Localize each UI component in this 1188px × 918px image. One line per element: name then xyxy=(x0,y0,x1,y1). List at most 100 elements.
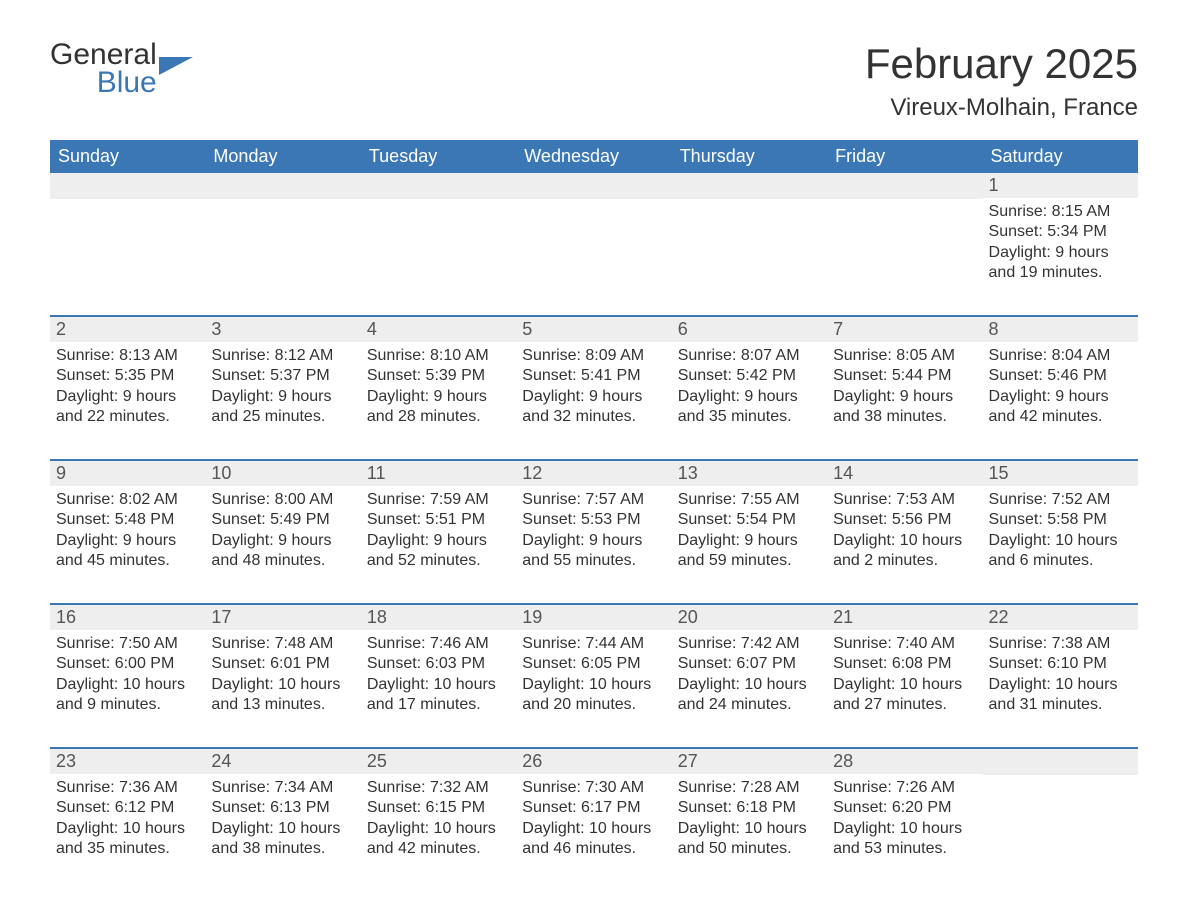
day-content: Sunrise: 7:50 AMSunset: 6:00 PMDaylight:… xyxy=(50,630,205,724)
week-row: 16Sunrise: 7:50 AMSunset: 6:00 PMDayligh… xyxy=(50,603,1138,733)
sunset-text: Sunset: 6:05 PM xyxy=(522,654,665,674)
daylight-text: Daylight: 10 hours and 38 minutes. xyxy=(211,819,354,860)
day-cell xyxy=(50,173,205,301)
day-number: 10 xyxy=(205,461,360,486)
day-cell: 21Sunrise: 7:40 AMSunset: 6:08 PMDayligh… xyxy=(827,605,982,733)
logo-text-block: General Blue xyxy=(50,40,157,98)
day-number: 12 xyxy=(516,461,671,486)
month-title: February 2025 xyxy=(865,40,1138,88)
sunset-text: Sunset: 6:08 PM xyxy=(833,654,976,674)
day-number: 3 xyxy=(205,317,360,342)
day-number: 25 xyxy=(361,749,516,774)
sunrise-text: Sunrise: 7:42 AM xyxy=(678,634,821,654)
week-gap xyxy=(50,589,1138,603)
day-number: 11 xyxy=(361,461,516,486)
weekday-header: Thursday xyxy=(672,140,827,173)
day-number: 17 xyxy=(205,605,360,630)
day-number: 22 xyxy=(983,605,1138,630)
sunset-text: Sunset: 5:58 PM xyxy=(989,510,1132,530)
sunset-text: Sunset: 6:12 PM xyxy=(56,798,199,818)
sunset-text: Sunset: 5:53 PM xyxy=(522,510,665,530)
daylight-text: Daylight: 10 hours and 46 minutes. xyxy=(522,819,665,860)
day-content: Sunrise: 8:05 AMSunset: 5:44 PMDaylight:… xyxy=(827,342,982,436)
daylight-text: Daylight: 10 hours and 42 minutes. xyxy=(367,819,510,860)
sunset-text: Sunset: 6:20 PM xyxy=(833,798,976,818)
sunrise-text: Sunrise: 7:55 AM xyxy=(678,490,821,510)
day-cell: 27Sunrise: 7:28 AMSunset: 6:18 PMDayligh… xyxy=(672,749,827,877)
daylight-text: Daylight: 9 hours and 59 minutes. xyxy=(678,531,821,572)
daylight-text: Daylight: 9 hours and 38 minutes. xyxy=(833,387,976,428)
day-number: 16 xyxy=(50,605,205,630)
day-cell: 23Sunrise: 7:36 AMSunset: 6:12 PMDayligh… xyxy=(50,749,205,877)
day-cell: 2Sunrise: 8:13 AMSunset: 5:35 PMDaylight… xyxy=(50,317,205,445)
day-cell: 7Sunrise: 8:05 AMSunset: 5:44 PMDaylight… xyxy=(827,317,982,445)
day-number: 23 xyxy=(50,749,205,774)
sunrise-text: Sunrise: 7:36 AM xyxy=(56,778,199,798)
day-number xyxy=(827,173,982,199)
day-cell: 11Sunrise: 7:59 AMSunset: 5:51 PMDayligh… xyxy=(361,461,516,589)
sunrise-text: Sunrise: 8:05 AM xyxy=(833,346,976,366)
sunset-text: Sunset: 5:46 PM xyxy=(989,366,1132,386)
sunset-text: Sunset: 5:35 PM xyxy=(56,366,199,386)
sunset-text: Sunset: 6:13 PM xyxy=(211,798,354,818)
day-content: Sunrise: 8:07 AMSunset: 5:42 PMDaylight:… xyxy=(672,342,827,436)
sunset-text: Sunset: 5:48 PM xyxy=(56,510,199,530)
sunset-text: Sunset: 5:34 PM xyxy=(989,222,1132,242)
day-number: 14 xyxy=(827,461,982,486)
daylight-text: Daylight: 9 hours and 45 minutes. xyxy=(56,531,199,572)
location: Vireux-Molhain, France xyxy=(865,94,1138,122)
day-content: Sunrise: 7:32 AMSunset: 6:15 PMDaylight:… xyxy=(361,774,516,868)
weekday-header: Monday xyxy=(205,140,360,173)
week-row: 2Sunrise: 8:13 AMSunset: 5:35 PMDaylight… xyxy=(50,315,1138,445)
sunrise-text: Sunrise: 7:48 AM xyxy=(211,634,354,654)
daylight-text: Daylight: 10 hours and 17 minutes. xyxy=(367,675,510,716)
day-number: 19 xyxy=(516,605,671,630)
day-cell: 8Sunrise: 8:04 AMSunset: 5:46 PMDaylight… xyxy=(983,317,1138,445)
daylight-text: Daylight: 10 hours and 2 minutes. xyxy=(833,531,976,572)
weeks-container: 1Sunrise: 8:15 AMSunset: 5:34 PMDaylight… xyxy=(50,173,1138,877)
daylight-text: Daylight: 10 hours and 24 minutes. xyxy=(678,675,821,716)
day-cell: 18Sunrise: 7:46 AMSunset: 6:03 PMDayligh… xyxy=(361,605,516,733)
day-number: 6 xyxy=(672,317,827,342)
sunrise-text: Sunrise: 7:52 AM xyxy=(989,490,1132,510)
day-number: 1 xyxy=(983,173,1138,198)
sunset-text: Sunset: 6:18 PM xyxy=(678,798,821,818)
sunrise-text: Sunrise: 8:12 AM xyxy=(211,346,354,366)
sunrise-text: Sunrise: 8:02 AM xyxy=(56,490,199,510)
day-content: Sunrise: 7:28 AMSunset: 6:18 PMDaylight:… xyxy=(672,774,827,868)
day-content: Sunrise: 7:59 AMSunset: 5:51 PMDaylight:… xyxy=(361,486,516,580)
logo: General Blue xyxy=(50,40,193,98)
day-cell xyxy=(827,173,982,301)
daylight-text: Daylight: 10 hours and 50 minutes. xyxy=(678,819,821,860)
day-cell: 24Sunrise: 7:34 AMSunset: 6:13 PMDayligh… xyxy=(205,749,360,877)
sunset-text: Sunset: 5:49 PM xyxy=(211,510,354,530)
day-number: 27 xyxy=(672,749,827,774)
day-number: 28 xyxy=(827,749,982,774)
day-number xyxy=(672,173,827,199)
sunrise-text: Sunrise: 7:57 AM xyxy=(522,490,665,510)
day-cell: 19Sunrise: 7:44 AMSunset: 6:05 PMDayligh… xyxy=(516,605,671,733)
day-cell: 20Sunrise: 7:42 AMSunset: 6:07 PMDayligh… xyxy=(672,605,827,733)
sunset-text: Sunset: 5:44 PM xyxy=(833,366,976,386)
day-cell: 22Sunrise: 7:38 AMSunset: 6:10 PMDayligh… xyxy=(983,605,1138,733)
day-cell xyxy=(516,173,671,301)
weekday-header: Wednesday xyxy=(516,140,671,173)
logo-text-blue: Blue xyxy=(50,68,157,98)
daylight-text: Daylight: 9 hours and 35 minutes. xyxy=(678,387,821,428)
day-content: Sunrise: 7:57 AMSunset: 5:53 PMDaylight:… xyxy=(516,486,671,580)
title-block: February 2025 Vireux-Molhain, France xyxy=(865,40,1138,122)
daylight-text: Daylight: 9 hours and 55 minutes. xyxy=(522,531,665,572)
day-content: Sunrise: 7:36 AMSunset: 6:12 PMDaylight:… xyxy=(50,774,205,868)
daylight-text: Daylight: 10 hours and 35 minutes. xyxy=(56,819,199,860)
header: General Blue February 2025 Vireux-Molhai… xyxy=(50,40,1138,122)
day-number: 2 xyxy=(50,317,205,342)
sunrise-text: Sunrise: 8:09 AM xyxy=(522,346,665,366)
day-cell: 5Sunrise: 8:09 AMSunset: 5:41 PMDaylight… xyxy=(516,317,671,445)
calendar: Sunday Monday Tuesday Wednesday Thursday… xyxy=(50,140,1138,877)
sunrise-text: Sunrise: 7:38 AM xyxy=(989,634,1132,654)
day-content: Sunrise: 8:00 AMSunset: 5:49 PMDaylight:… xyxy=(205,486,360,580)
week-row: 9Sunrise: 8:02 AMSunset: 5:48 PMDaylight… xyxy=(50,459,1138,589)
logo-flag-icon xyxy=(159,57,193,81)
sunset-text: Sunset: 6:00 PM xyxy=(56,654,199,674)
day-cell xyxy=(983,749,1138,877)
